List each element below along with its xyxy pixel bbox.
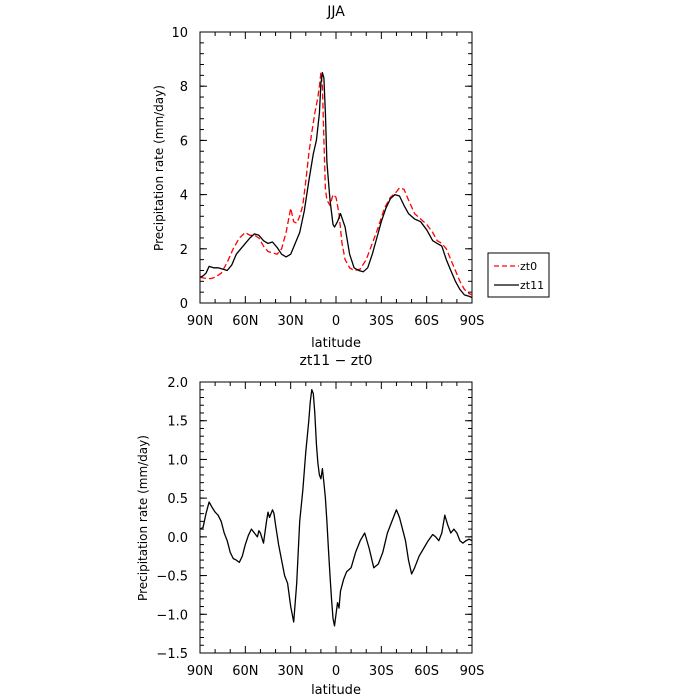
plot-frame [199, 31, 473, 304]
y-tick-label: 0.5 [167, 492, 188, 507]
series-line-zt11 [199, 72, 473, 299]
plot-area [199, 389, 473, 627]
difference-panel: zt11 − zt0 latitude Precipitation rate (… [136, 353, 484, 698]
x-tick-label: 90S [460, 314, 485, 329]
y-axis-label: Precipitation rate (mm/day) [152, 85, 166, 251]
y-tick-label: −1.0 [156, 608, 188, 623]
legend-box [487, 252, 550, 298]
y-tick-label: 1.0 [167, 453, 188, 468]
x-tick-label: 60N [232, 314, 258, 329]
y-tick-label: 0 [180, 297, 188, 312]
x-axis-label: latitude [311, 336, 361, 351]
y-tick-label: −1.5 [156, 647, 188, 662]
x-tick-label: 60S [414, 664, 439, 679]
y-tick-label: 1.5 [167, 415, 188, 430]
y-tick-label: 2 [180, 243, 188, 258]
x-tick-label: 0 [332, 664, 340, 679]
y-tick-label: 4 [180, 189, 188, 204]
y-tick-label: 6 [180, 134, 188, 149]
chart-title: JJA [326, 4, 345, 20]
legend-label-zt0: zt0 [520, 260, 537, 273]
precip-rate-panel: JJA latitude Precipitation rate (mm/day)… [152, 4, 550, 351]
axes: 90N 60N 30N 0 30S 60S 90S −1.5 −1.0 −0.5 0.0 0.5 1.0… [156, 376, 484, 679]
x-tick-label: 30N [278, 664, 304, 679]
y-tick-label: 0.0 [167, 531, 188, 546]
x-tick-label: 90S [460, 664, 485, 679]
x-tick-label: 90N [187, 314, 213, 329]
x-tick-label: 30S [369, 314, 394, 329]
y-tick-label: 10 [171, 26, 188, 41]
chart-title: zt11 − zt0 [299, 353, 372, 369]
legend-label-zt11: zt11 [520, 279, 544, 292]
y-tick-label: −0.5 [156, 570, 188, 585]
legend: zt0 zt11 [487, 252, 550, 298]
y-tick-label: 8 [180, 80, 188, 95]
y-tick-label: 2.0 [167, 376, 188, 391]
x-tick-label: 30N [278, 314, 304, 329]
series-line-diff [199, 389, 473, 627]
x-tick-label: 90N [187, 664, 213, 679]
y-axis-label: Precipitation rate (mm/day) [136, 435, 150, 601]
series-line-zt0 [199, 72, 473, 296]
x-tick-label: 60N [232, 664, 258, 679]
plot-area [199, 72, 473, 299]
x-tick-label: 30S [369, 664, 394, 679]
x-tick-label: 0 [332, 314, 340, 329]
x-tick-label: 60S [414, 314, 439, 329]
x-axis-label: latitude [311, 683, 361, 698]
